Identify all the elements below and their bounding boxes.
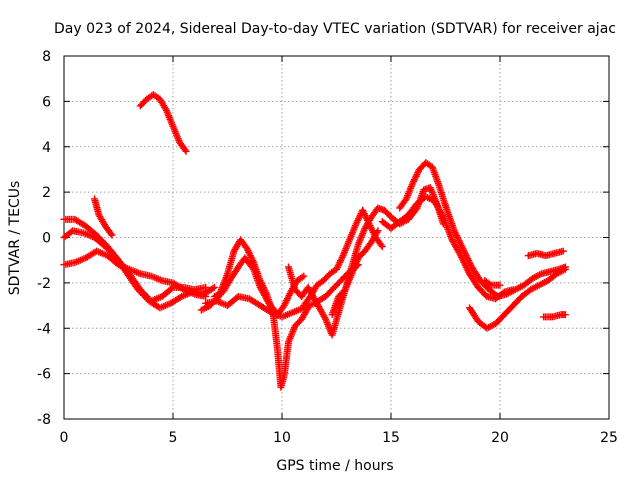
points-layer [60, 91, 569, 391]
series-satellite-track-2 [60, 227, 218, 312]
y-tick-label: 4 [42, 140, 51, 156]
x-tick-label: 25 [600, 430, 618, 446]
tick-layer: 0 5 10 15 20 25 -8 -6 -4 -2 0 2 4 6 8 [37, 49, 618, 446]
data-point-marker [561, 311, 569, 319]
series-satellite-track-17 [540, 311, 569, 321]
grid-layer [64, 56, 609, 419]
data-point-marker [300, 272, 308, 280]
series-satellite-track-16 [524, 247, 567, 260]
data-point-marker [108, 231, 116, 239]
data-point-marker [182, 147, 190, 155]
series-satellite-track-1 [136, 91, 190, 155]
series-satellite-track-14 [465, 265, 569, 332]
x-tick-label: 5 [169, 430, 178, 446]
data-point-marker [168, 285, 176, 293]
y-tick-label: 2 [42, 185, 51, 201]
x-tick-label: 15 [382, 430, 400, 446]
data-point-marker [209, 284, 217, 292]
series-satellite-track-13 [396, 159, 569, 300]
data-point-marker [202, 283, 210, 291]
y-tick-label: -8 [37, 412, 51, 428]
data-point-marker [561, 265, 569, 273]
data-point-marker [438, 211, 446, 219]
series-satellite-track-10 [300, 206, 386, 310]
data-point-marker [559, 247, 567, 255]
data-point-marker [321, 314, 329, 322]
series-satellite-track-5 [91, 195, 116, 239]
x-axis-label: GPS time / hours [276, 458, 393, 474]
chart-title: Day 023 of 2024, Sidereal Day-to-day VTE… [54, 21, 616, 37]
data-point-marker [378, 243, 386, 251]
data-point-marker [181, 146, 189, 154]
y-tick-label: -2 [37, 276, 51, 292]
series-satellite-track-4 [60, 247, 210, 300]
data-point-marker [496, 281, 504, 289]
y-tick-label: 6 [42, 94, 51, 110]
data-point-marker [202, 292, 210, 300]
y-tick-label: -4 [37, 321, 51, 337]
x-tick-label: 0 [60, 430, 69, 446]
y-tick-label: 0 [42, 231, 51, 247]
x-tick-label: 10 [273, 430, 291, 446]
y-tick-label: 8 [42, 49, 51, 65]
data-point-marker [107, 230, 115, 238]
series-satellite-track-15 [481, 277, 504, 289]
y-axis-label: SDTVAR / TECUs [7, 181, 23, 296]
x-tick-label: 20 [491, 430, 509, 446]
data-point-marker [377, 241, 385, 249]
data-point-marker [210, 283, 218, 291]
y-tick-label: -6 [37, 367, 51, 383]
